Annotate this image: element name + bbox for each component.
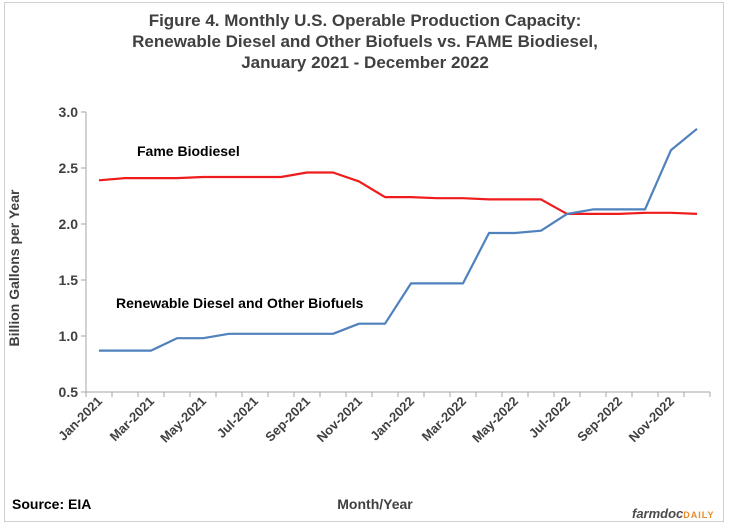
title-line-1: Figure 4. Monthly U.S. Operable Producti… [148,11,582,30]
chart-title: Figure 4. Monthly U.S. Operable Producti… [0,10,730,73]
x-tick-label: Jan-2021 [55,394,105,444]
x-tick-label: Mar-2022 [419,394,469,444]
renewable-diesel-line [99,127,698,352]
x-tick-label: Nov-2022 [626,394,677,445]
title-line-3: January 2021 - December 2022 [241,53,489,72]
x-tick-label: Jan-2022 [367,394,417,444]
y-tick-label: 0.5 [59,384,79,400]
farmdoc-daily-logo: farmdocDAILY [632,506,714,521]
x-tick-label: Nov-2021 [314,394,365,445]
y-tick-label: 1.5 [59,272,79,288]
y-tick-label: 1.0 [59,328,79,344]
x-tick-label: May-2021 [157,394,209,446]
fame-biodiesel-label: Fame Biodiesel [137,143,240,159]
x-tick-label: Sep-2022 [574,394,625,445]
x-tick-label: Jul-2022 [526,394,573,441]
fame-biodiesel-line [98,171,698,215]
y-axis-label: Billion Gallons per Year [6,189,22,347]
y-tick-label: 2.5 [59,160,79,176]
x-tick-label: May-2022 [469,394,521,446]
x-tick-label: Sep-2021 [262,394,313,445]
source-note: Source: EIA [12,496,92,512]
y-tick-label: 2.0 [59,216,79,232]
brand-sub: DAILY [683,510,715,520]
y-tick-label: 3.0 [59,104,79,120]
chart-frame [4,2,724,522]
title-line-2: Renewable Diesel and Other Biofuels vs. … [132,32,598,51]
renewable-diesel-label: Renewable Diesel and Other Biofuels [116,295,364,311]
brand-main: farmdoc [632,506,684,521]
x-axis-label: Month/Year [337,496,413,512]
x-tick-label: Jul-2021 [214,394,261,441]
x-tick-label: Mar-2021 [107,394,157,444]
